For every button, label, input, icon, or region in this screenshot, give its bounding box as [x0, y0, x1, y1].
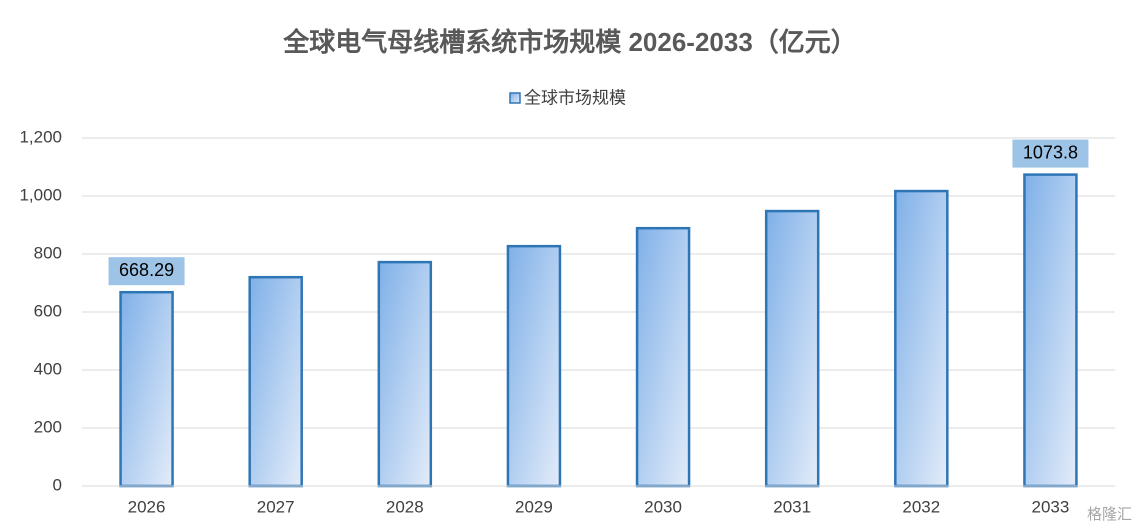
x-tick-label: 2028	[386, 497, 424, 516]
x-tick-label: 2029	[515, 497, 553, 516]
x-tick-label: 2027	[257, 497, 295, 516]
y-tick-label: 1,200	[19, 127, 62, 146]
y-tick-label: 800	[34, 243, 62, 262]
legend-label: 全球市场规模	[524, 88, 626, 107]
x-tick-label: 2032	[902, 497, 940, 516]
y-tick-label: 600	[34, 301, 62, 320]
bar	[119, 290, 174, 488]
bar	[506, 244, 562, 488]
bar	[1023, 173, 1078, 488]
y-tick-label: 400	[34, 359, 62, 378]
x-tick-label: 2030	[644, 497, 682, 516]
bar	[764, 209, 820, 488]
y-tick-label: 1,000	[19, 185, 62, 204]
data-label: 668.29	[119, 260, 174, 280]
x-tick-label: 2026	[128, 497, 166, 516]
bar	[248, 275, 303, 488]
bar	[377, 260, 433, 488]
y-tick-label: 200	[34, 417, 62, 436]
bar	[894, 189, 949, 488]
chart-title: 全球电气母线槽系统市场规模 2026-2033（亿元）	[282, 27, 857, 57]
legend-marker	[509, 92, 521, 104]
x-tick-label: 2033	[1032, 497, 1070, 516]
watermark: 格隆汇	[1087, 506, 1132, 523]
data-label-box	[108, 257, 185, 286]
data-label: 1073.8	[1023, 142, 1078, 162]
y-tick-label: 0	[53, 475, 62, 494]
bar	[635, 226, 691, 488]
x-tick-label: 2031	[773, 497, 811, 516]
data-label-box	[1012, 139, 1089, 168]
